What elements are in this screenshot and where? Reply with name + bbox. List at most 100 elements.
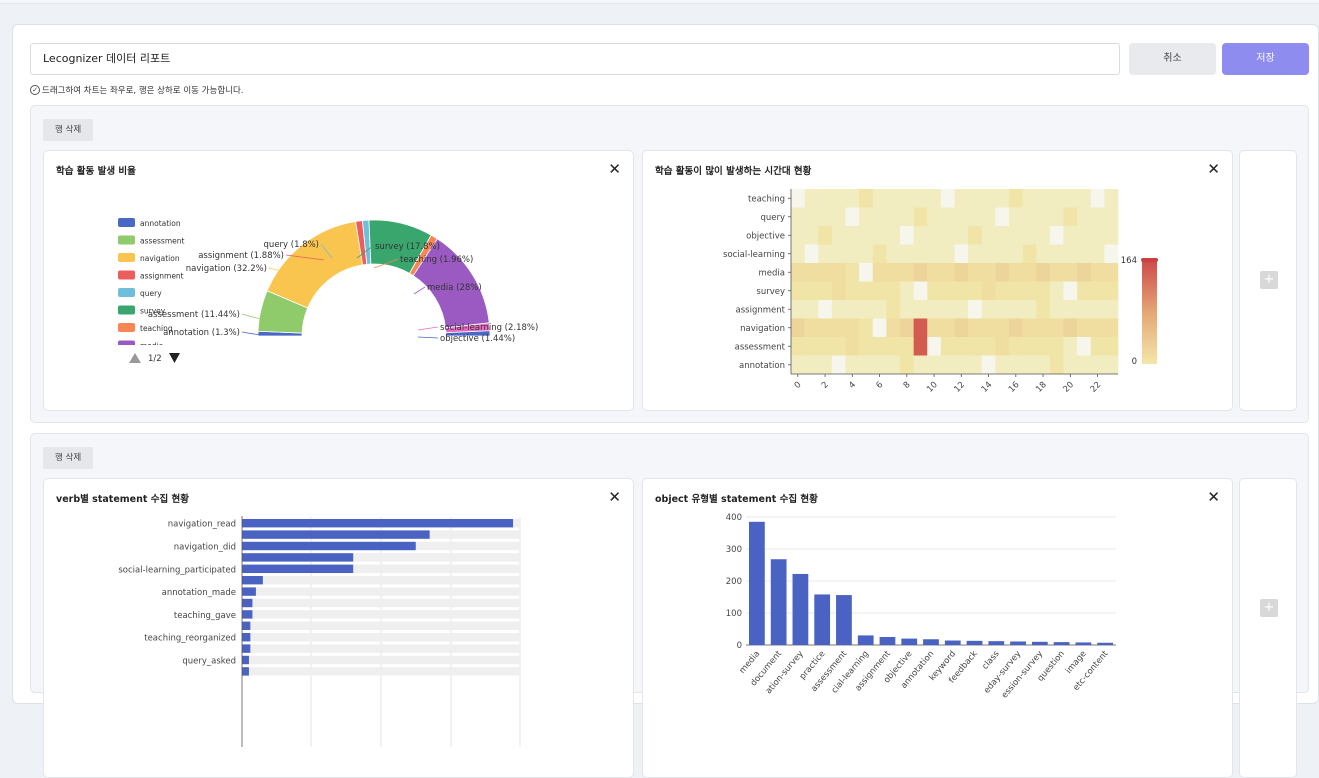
heat-cell	[818, 207, 833, 227]
heat-cell	[1036, 244, 1051, 264]
add-chart-button[interactable]: +	[1260, 271, 1278, 289]
chart-card-hourly-heatmap[interactable]: 학습 활동이 많이 발생하는 시간대 현황 ✕ teaching query obj…	[642, 150, 1233, 411]
heat-cell	[1104, 189, 1119, 208]
chart-card-verb-statements[interactable]: verb별 statement 수집 현황 ✕ navigation_read n…	[43, 478, 634, 778]
heat-cell	[981, 281, 996, 301]
heat-cell	[1063, 318, 1078, 338]
bar-background	[242, 633, 520, 642]
heat-cell	[927, 355, 942, 375]
bar	[1075, 642, 1092, 645]
heat-cell	[804, 318, 819, 338]
heat-cell	[1022, 355, 1037, 375]
heat-cell	[791, 226, 805, 245]
bar-background	[242, 587, 520, 596]
heat-cell	[981, 244, 996, 264]
heat-cell	[927, 207, 942, 227]
legend-clip	[116, 345, 196, 353]
heat-cell	[981, 300, 996, 319]
heat-cell	[1104, 355, 1119, 375]
legend-page: 1/2	[148, 354, 162, 364]
add-chart-button[interactable]: +	[1260, 599, 1278, 617]
bar	[988, 641, 1005, 645]
heat-cell	[804, 244, 819, 264]
delete-row-button[interactable]: 행 삭제	[43, 119, 94, 141]
y-tick-label: navigation	[740, 324, 785, 334]
label-line-assessment	[241, 313, 265, 321]
heat-cell	[1049, 226, 1064, 245]
x-tick-label: 18	[1034, 380, 1049, 395]
heat-cell	[831, 263, 846, 282]
heat-cell	[1063, 226, 1078, 245]
heat-cell	[954, 244, 969, 264]
label-line-assignment	[285, 254, 325, 261]
legend-swatch-teaching	[118, 323, 135, 332]
y-tick-label: annotation	[739, 361, 785, 371]
heat-cell	[1022, 318, 1037, 338]
heat-cell	[831, 281, 846, 301]
x-tick-label: 14	[980, 380, 995, 395]
bar	[1010, 641, 1026, 645]
bar	[944, 640, 961, 645]
legend-swatch-query	[118, 288, 135, 297]
heat-cell	[791, 189, 805, 208]
heat-cell	[1009, 355, 1023, 375]
heat-cell	[859, 355, 874, 375]
bar-background	[242, 598, 520, 608]
bar	[814, 594, 831, 645]
chart-card-object-statements[interactable]: object 유형별 statement 수집 현황 ✕ 0 100 200 300 4…	[642, 478, 1233, 778]
heat-cell	[981, 189, 996, 208]
heat-cell	[968, 355, 983, 375]
heat-cell	[845, 281, 860, 301]
heat-cell	[872, 355, 887, 375]
slice-label-assignment: assignment (1.88%)	[198, 251, 284, 261]
heat-cell	[940, 318, 955, 338]
heat-cell	[1104, 300, 1119, 319]
heat-cell	[886, 337, 901, 356]
close-icon[interactable]: ✕	[1207, 488, 1220, 506]
heat-cell	[872, 300, 887, 319]
chart-card-activity-ratio[interactable]: 학습 활동 발생 비율 ✕ annotation (1.3%) assessmen…	[43, 150, 634, 411]
close-icon[interactable]: ✕	[608, 488, 621, 506]
heat-cell	[1090, 263, 1105, 282]
half-donut-chart: annotation (1.3%) assessment (11.44%) navi…	[116, 218, 538, 364]
heat-cell	[981, 318, 996, 338]
heat-cell	[913, 207, 928, 227]
heat-cell	[872, 189, 887, 208]
save-button[interactable]: 저장	[1222, 43, 1309, 75]
heat-cell	[995, 244, 1010, 264]
heat-cell	[804, 207, 819, 227]
close-icon[interactable]: ✕	[608, 160, 621, 178]
heat-cell	[968, 207, 983, 227]
x-tick-label: 10	[925, 380, 940, 395]
heat-cell	[954, 281, 969, 301]
heat-cell	[1036, 226, 1051, 245]
heat-cell	[859, 226, 874, 245]
cancel-button[interactable]: 취소	[1129, 43, 1216, 75]
heat-cell	[791, 300, 805, 319]
bar	[242, 610, 253, 619]
heat-cell	[900, 281, 914, 301]
legend-item-annotation: annotation	[140, 219, 181, 228]
heat-cell	[913, 263, 928, 282]
bar-background	[242, 553, 520, 562]
chart-title: 학습 활동 발생 비율	[56, 166, 136, 177]
heat-cell	[927, 281, 942, 301]
legend-swatch-assignment	[118, 270, 135, 280]
heat-cell	[1049, 300, 1064, 319]
heat-cell	[1009, 337, 1023, 356]
legend-prev-icon	[129, 353, 141, 363]
x-tick-label: 6	[874, 380, 885, 391]
bar-background	[242, 564, 520, 573]
report-title-input[interactable]: Lecognizer 데이터 리포트	[30, 43, 1120, 75]
legend-swatch-annotation	[118, 218, 135, 227]
close-icon[interactable]: ✕	[1207, 160, 1220, 178]
heat-cell	[954, 355, 969, 375]
heat-cell	[818, 281, 833, 301]
bar	[242, 564, 354, 573]
heat-cell	[968, 244, 983, 264]
delete-row-button[interactable]: 행 삭제	[43, 447, 94, 469]
heatmap-chart: teaching query objective social-learning med…	[723, 189, 1158, 395]
heat-cell	[872, 318, 887, 338]
heat-cell	[845, 244, 860, 264]
heat-cell	[981, 207, 996, 227]
